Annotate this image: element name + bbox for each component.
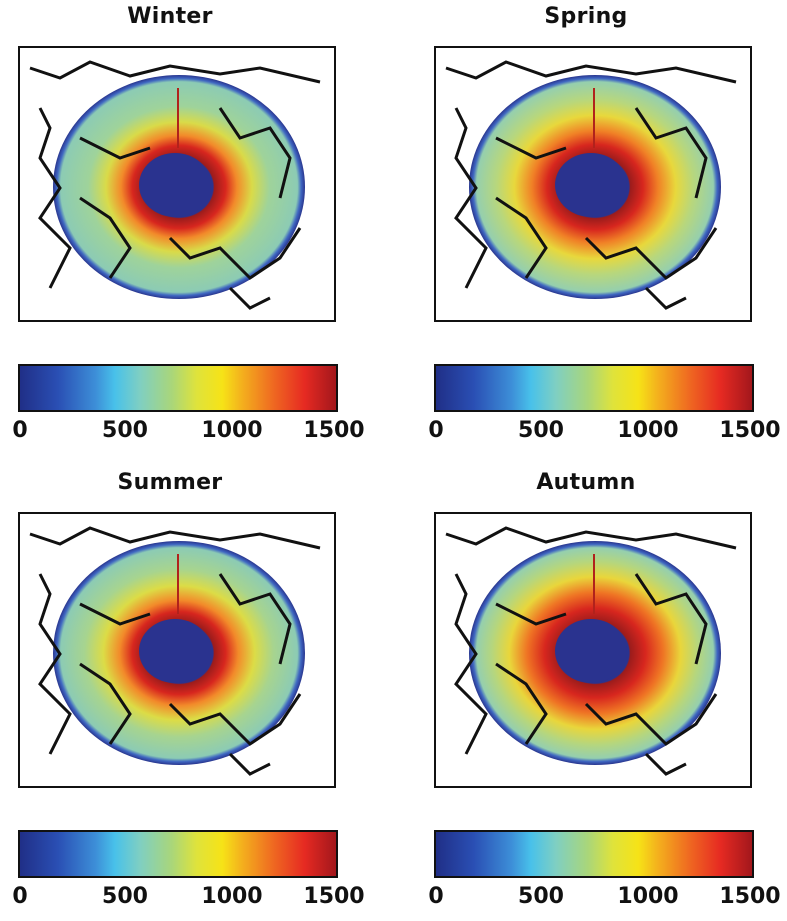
colorbar bbox=[434, 830, 754, 878]
colorbar-tick: 500 bbox=[102, 884, 148, 909]
polar-heatmap bbox=[445, 526, 737, 776]
polar-heatmap bbox=[29, 60, 321, 310]
polar-map bbox=[434, 46, 752, 322]
colorbar-tick: 1500 bbox=[303, 418, 365, 443]
colorbar-tick: 1000 bbox=[201, 418, 263, 443]
colorbar-tick: 500 bbox=[518, 418, 564, 443]
colorbar-tick: 1500 bbox=[719, 418, 781, 443]
panel-title: Spring bbox=[544, 4, 628, 29]
colorbar-tick: 0 bbox=[12, 884, 28, 909]
colorbar-tick: 1000 bbox=[617, 418, 679, 443]
polar-heatmap bbox=[29, 526, 321, 776]
colorbar-tick: 0 bbox=[12, 418, 28, 443]
colorbar-tick: 0 bbox=[428, 418, 444, 443]
polar-map bbox=[18, 512, 336, 788]
colorbar-tick: 1500 bbox=[719, 884, 781, 909]
polar-map bbox=[18, 46, 336, 322]
colorbar-tick: 1000 bbox=[201, 884, 263, 909]
colorbar bbox=[18, 830, 338, 878]
colorbar bbox=[18, 364, 338, 412]
panel-summer: Summer 0 bbox=[0, 466, 364, 921]
panel-title: Autumn bbox=[536, 470, 636, 495]
panel-autumn: Autumn 0 bbox=[416, 466, 780, 921]
polar-map bbox=[434, 512, 752, 788]
panel-winter: Winter 0 bbox=[0, 0, 364, 455]
colorbar bbox=[434, 364, 754, 412]
panel-title: Winter bbox=[127, 4, 213, 29]
colorbar-tick: 500 bbox=[102, 418, 148, 443]
panel-spring: Spring 0 bbox=[416, 0, 780, 455]
colorbar-tick: 1000 bbox=[617, 884, 679, 909]
panel-title: Summer bbox=[117, 470, 223, 495]
polar-heatmap bbox=[445, 60, 737, 310]
colorbar-tick: 1500 bbox=[303, 884, 365, 909]
colorbar-tick: 0 bbox=[428, 884, 444, 909]
colorbar-tick: 500 bbox=[518, 884, 564, 909]
